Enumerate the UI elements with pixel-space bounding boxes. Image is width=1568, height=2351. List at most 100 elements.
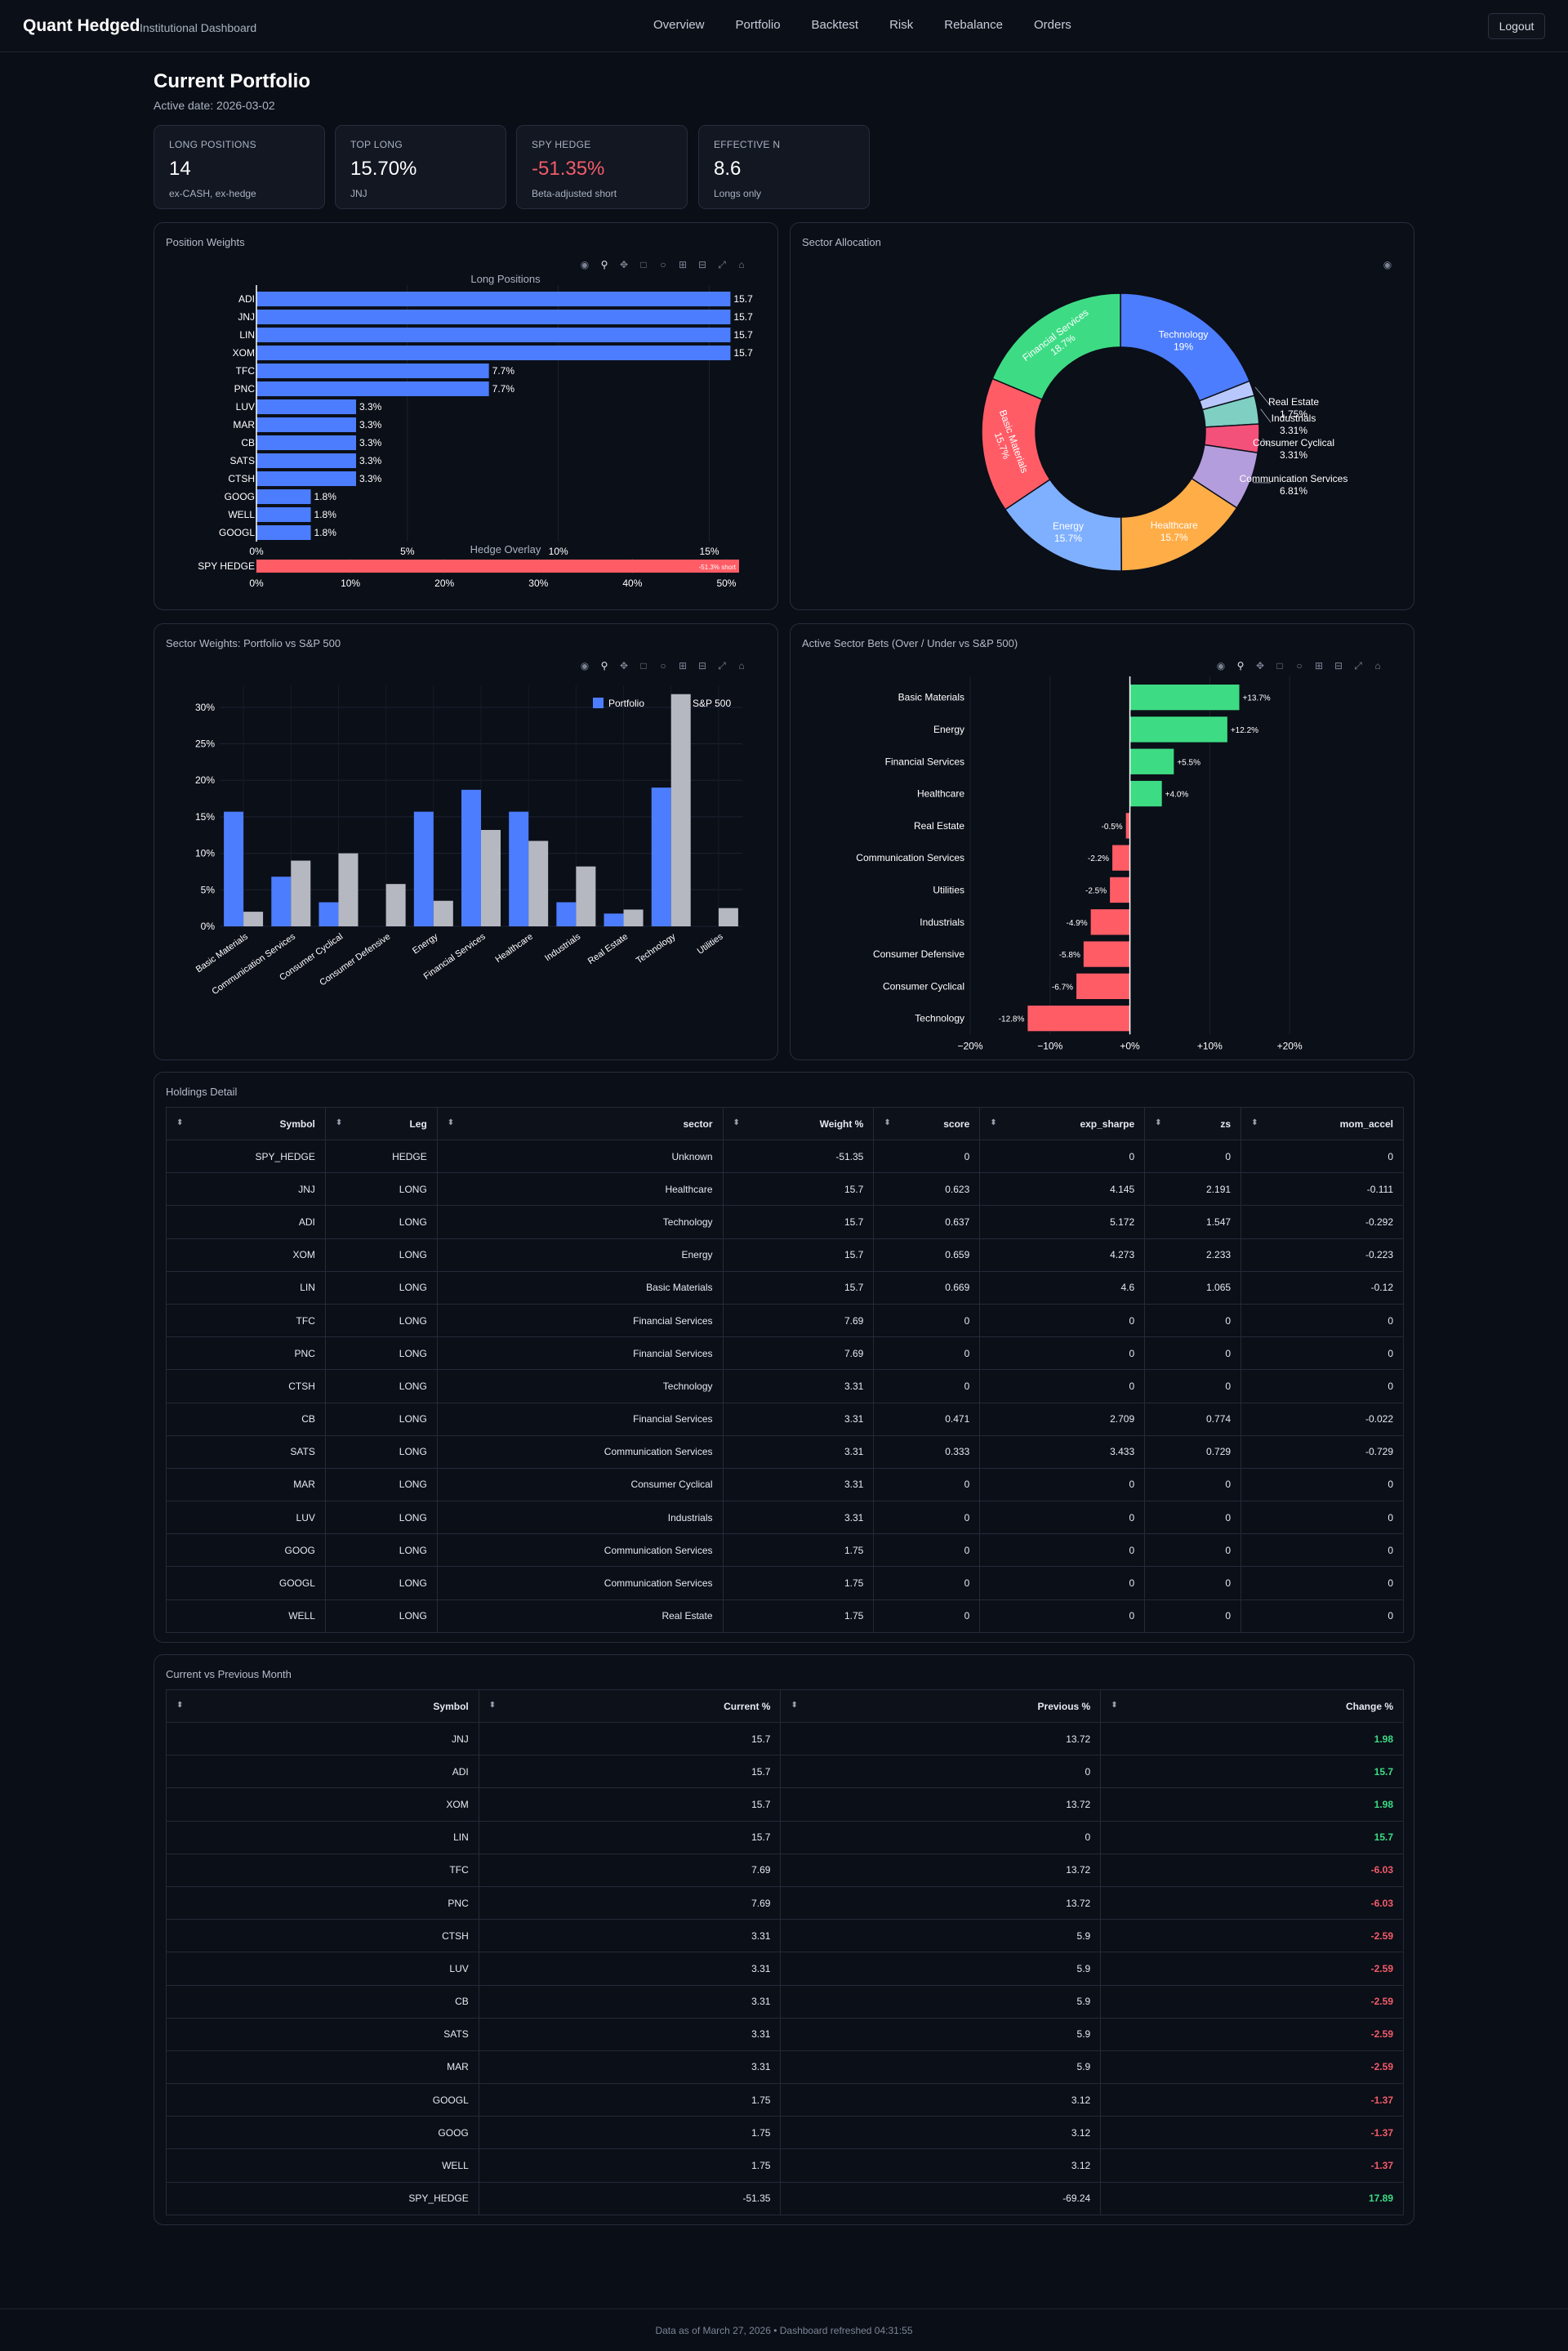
column-header[interactable]: ⬍ zs	[1144, 1107, 1242, 1140]
table-row[interactable]: MAR LONG Consumer Cyclical 3.31 0 0 0 0	[166, 1467, 1404, 1502]
autoscale-icon[interactable]: ⤢	[1354, 660, 1362, 671]
lasso-icon[interactable]: ○	[660, 259, 666, 270]
zoom-in-icon[interactable]: ⊞	[678, 660, 688, 671]
lasso-icon[interactable]: ○	[660, 660, 666, 671]
zoom-icon[interactable]: ⚲	[600, 660, 608, 671]
table-row[interactable]: WELL LONG Real Estate 1.75 0 0 0 0	[166, 1599, 1404, 1633]
sort-icon[interactable]: ⬍	[733, 1118, 740, 1127]
home-icon[interactable]: ⌂	[738, 259, 745, 270]
sort-icon[interactable]: ⬍	[791, 1701, 798, 1710]
camera-icon[interactable]: ◉	[580, 259, 590, 270]
home-icon[interactable]: ⌂	[1374, 660, 1381, 671]
table-row[interactable]: JNJ LONG Healthcare 15.7 0.623 4.145 2.191 -0.1…	[166, 1172, 1404, 1207]
table-row[interactable]: SATS 3.31 5.9 -2.59	[166, 2017, 1404, 2051]
column-header[interactable]: ⬍ Symbol	[166, 1689, 479, 1723]
table-row[interactable]: ADI LONG Technology 15.7 0.637 5.172 1.547 -0.2…	[166, 1205, 1404, 1239]
nav-rebalance[interactable]: Rebalance	[944, 18, 1003, 32]
camera-icon[interactable]: ◉	[1383, 259, 1392, 270]
bar	[1125, 813, 1130, 839]
table-row[interactable]: CB 3.31 5.9 -2.59	[166, 1984, 1404, 2019]
table-row[interactable]: SPY_HEDGE HEDGE Unknown -51.35 0 0 0 0	[166, 1139, 1404, 1174]
column-header[interactable]: ⬍ exp_sharpe	[979, 1107, 1146, 1140]
nav-backtest[interactable]: Backtest	[811, 18, 859, 32]
table-row[interactable]: CB LONG Financial Services 3.31 0.471 2.709 0.…	[166, 1402, 1404, 1436]
autoscale-icon[interactable]: ⤢	[718, 660, 726, 671]
column-header[interactable]: ⬍ Previous %	[780, 1689, 1102, 1723]
pan-icon[interactable]: ✥	[1255, 660, 1265, 671]
camera-icon[interactable]: ◉	[580, 660, 590, 671]
sort-icon[interactable]: ⬍	[1111, 1701, 1118, 1710]
table-row[interactable]: GOOGL LONG Communication Services 1.75 0 0 0 0	[166, 1566, 1404, 1600]
sort-icon[interactable]: ⬍	[488, 1701, 497, 1710]
table-row[interactable]: GOOG LONG Communication Services 1.75 0 0 0 0	[166, 1533, 1404, 1568]
zoom-out-icon[interactable]: ⊟	[697, 660, 707, 671]
column-header[interactable]: ⬍ Change %	[1100, 1689, 1404, 1723]
column-header[interactable]: ⬍ score	[873, 1107, 981, 1140]
nav-risk[interactable]: Risk	[889, 18, 914, 32]
table-row[interactable]: PNC 7.69 13.72 -6.03	[166, 1885, 1404, 1921]
table-row[interactable]: WELL 1.75 3.12 -1.37	[166, 2148, 1404, 2183]
nav-portfolio[interactable]: Portfolio	[735, 18, 781, 32]
zoom-icon[interactable]: ⚲	[1236, 660, 1245, 671]
box-select-icon[interactable]: □	[640, 660, 647, 671]
column-header[interactable]: ⬍ Symbol	[166, 1107, 326, 1140]
bar-sp500	[433, 900, 453, 926]
table-row[interactable]: TFC 7.69 13.72 -6.03	[166, 1853, 1404, 1887]
y-tick-label: MAR	[233, 419, 255, 430]
table-row[interactable]: LUV LONG Industrials 3.31 0 0 0 0	[166, 1501, 1404, 1535]
table-row[interactable]: SATS LONG Communication Services 3.31 0.333 3…	[166, 1434, 1404, 1469]
table-cell: 0	[1241, 1533, 1404, 1568]
zoom-out-icon[interactable]: ⊟	[697, 259, 707, 270]
camera-icon[interactable]: ◉	[1216, 660, 1226, 671]
table-row[interactable]: LUV 3.31 5.9 -2.59	[166, 1952, 1404, 1986]
zoom-in-icon[interactable]: ⊞	[678, 259, 688, 270]
table-row[interactable]: MAR 3.31 5.9 -2.59	[166, 2050, 1404, 2085]
sort-icon[interactable]: ⬍	[1155, 1118, 1162, 1127]
table-row[interactable]: LIN 15.7 0 15.7	[166, 1820, 1404, 1854]
lasso-icon[interactable]: ○	[1296, 660, 1303, 671]
nav-overview[interactable]: Overview	[653, 18, 705, 32]
table-row[interactable]: CTSH 3.31 5.9 -2.59	[166, 1919, 1404, 1953]
box-select-icon[interactable]: □	[1276, 660, 1283, 671]
table-row[interactable]: GOOGL 1.75 3.12 -1.37	[166, 2083, 1404, 2117]
column-header[interactable]: ⬍ mom_accel	[1241, 1107, 1404, 1140]
leader-line	[1254, 386, 1272, 407]
table-row[interactable]: ADI 15.7 0 15.7	[166, 1755, 1404, 1789]
zoom-out-icon[interactable]: ⊟	[1334, 660, 1343, 671]
table-row[interactable]: SPY_HEDGE -51.35 -69.24 17.89	[166, 2181, 1404, 2215]
table-row[interactable]: TFC LONG Financial Services 7.69 0 0 0 0	[166, 1303, 1404, 1338]
table-row[interactable]: PNC LONG Financial Services 7.69 0 0 0 0	[166, 1336, 1404, 1371]
column-header[interactable]: ⬍ Leg	[324, 1107, 438, 1140]
sort-icon[interactable]: ⬍	[884, 1118, 891, 1127]
brand-logo[interactable]: Quant Hedged	[23, 16, 140, 35]
zoom-in-icon[interactable]: ⊞	[1314, 660, 1324, 671]
table-row[interactable]: JNJ 15.7 13.72 1.98	[166, 1721, 1404, 1756]
home-icon[interactable]: ⌂	[738, 660, 745, 671]
pan-icon[interactable]: ✥	[619, 660, 629, 671]
sort-icon[interactable]: ⬍	[1251, 1118, 1258, 1127]
y-tick-label: 25%	[195, 738, 215, 750]
table-row[interactable]: XOM 15.7 13.72 1.98	[166, 1787, 1404, 1822]
table-row[interactable]: XOM LONG Energy 15.7 0.659 4.273 2.233 -0.223	[166, 1238, 1404, 1272]
table-cell: 0	[780, 1755, 1102, 1789]
y-tick-label: SPY HEDGE	[198, 560, 255, 572]
column-header[interactable]: ⬍ sector	[436, 1107, 724, 1140]
box-select-icon[interactable]: □	[640, 259, 647, 270]
sort-icon[interactable]: ⬍	[335, 1118, 343, 1127]
nav-orders[interactable]: Orders	[1033, 18, 1071, 32]
table-cell: 7.69	[722, 1336, 875, 1371]
logout-button[interactable]: Logout	[1488, 13, 1545, 39]
sort-icon[interactable]: ⬍	[990, 1118, 997, 1127]
autoscale-icon[interactable]: ⤢	[718, 259, 726, 270]
y-tick-label: JNJ	[238, 311, 255, 323]
sort-icon[interactable]: ⬍	[447, 1118, 455, 1127]
table-row[interactable]: CTSH LONG Technology 3.31 0 0 0 0	[166, 1369, 1404, 1403]
column-header[interactable]: ⬍ Current %	[478, 1689, 782, 1723]
column-header[interactable]: ⬍ Weight %	[722, 1107, 875, 1140]
zoom-icon[interactable]: ⚲	[600, 259, 608, 270]
sort-icon[interactable]: ⬍	[176, 1118, 184, 1127]
table-row[interactable]: GOOG 1.75 3.12 -1.37	[166, 2116, 1404, 2150]
table-row[interactable]: LIN LONG Basic Materials 15.7 0.669 4.6 1.065-…	[166, 1270, 1404, 1305]
pan-icon[interactable]: ✥	[619, 259, 629, 270]
sort-icon[interactable]: ⬍	[176, 1701, 184, 1710]
